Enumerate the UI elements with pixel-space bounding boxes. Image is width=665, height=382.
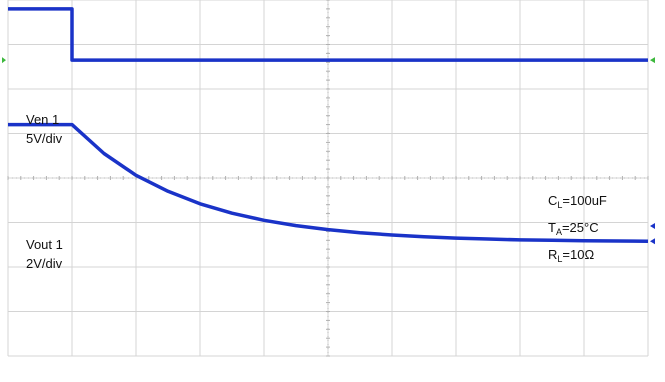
center-axes — [7, 0, 649, 357]
series-label-ven: Ven 1 — [26, 112, 60, 127]
traces — [8, 7, 649, 243]
series-scale-vout: 2V/div — [26, 256, 63, 271]
series-line-ven — [8, 7, 648, 62]
channel-marker-ven — [650, 57, 655, 64]
channel-marker-vout — [650, 238, 655, 245]
annotation-load-resistance: RL=10Ω — [548, 247, 595, 264]
series-label-vout: Vout 1 — [26, 237, 63, 252]
channel-marker-left — [2, 57, 6, 64]
trigger-marker — [650, 223, 655, 229]
annotation-ambient-temperature: TA=25°C — [548, 220, 599, 237]
series-scale-ven: 5V/div — [26, 131, 63, 146]
channel-markers — [2, 57, 655, 245]
series-line-vout — [8, 122, 649, 243]
annotation-load-capacitance: CL=100uF — [548, 193, 607, 210]
